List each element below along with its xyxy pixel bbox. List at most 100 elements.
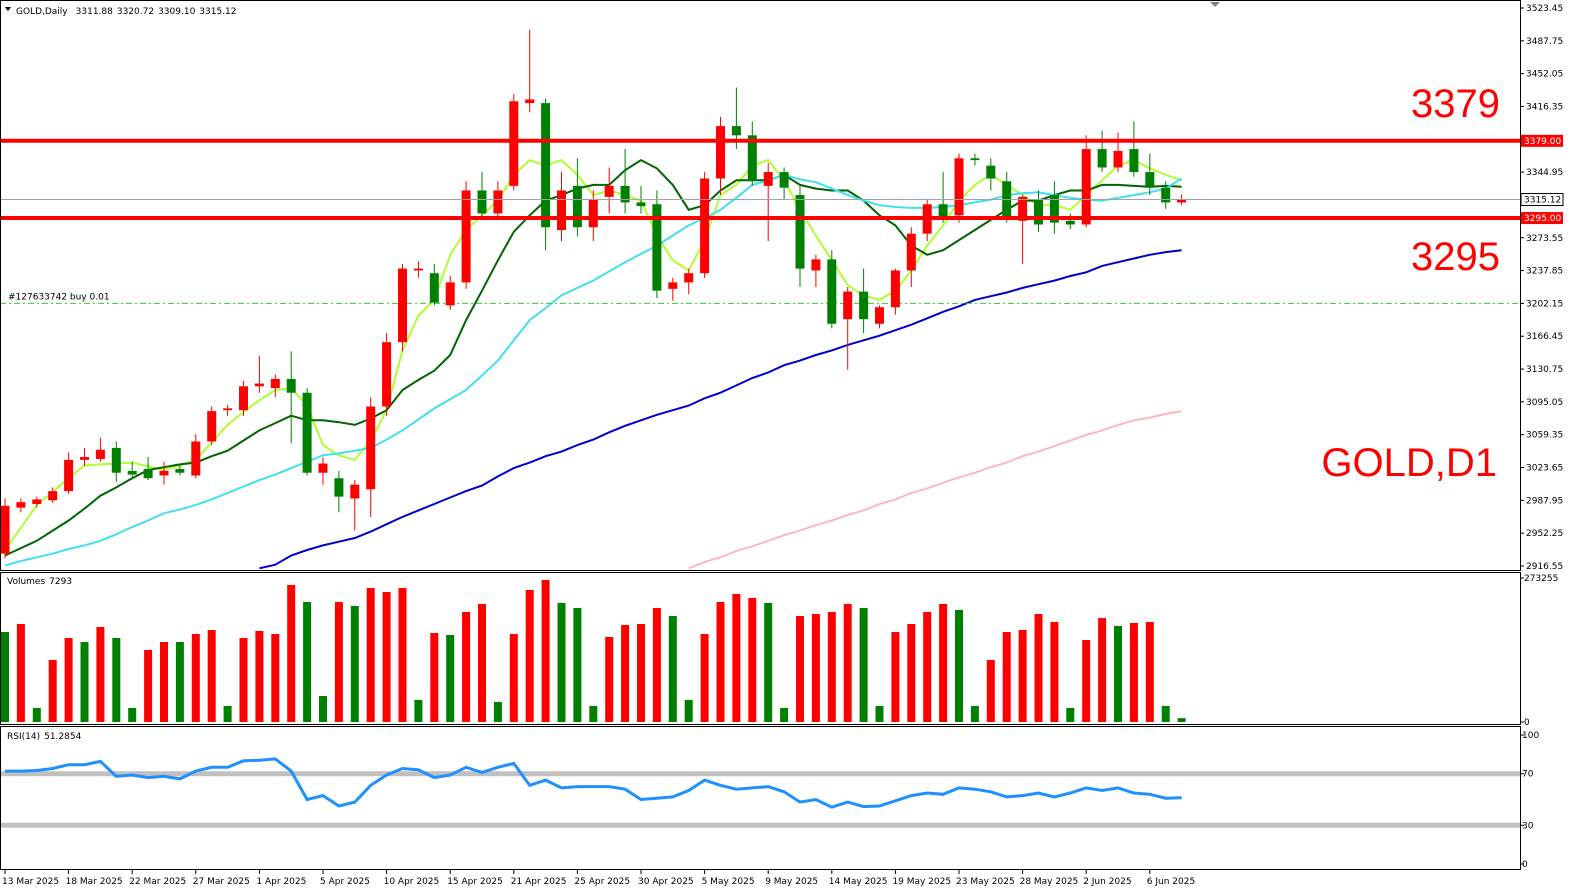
volume-bar — [462, 611, 471, 722]
x-tick-label: 2 Jun 2025 — [1083, 877, 1131, 887]
candle-body — [811, 259, 821, 271]
candle-body — [652, 204, 662, 291]
volume-bar — [811, 613, 820, 722]
candle-body — [668, 282, 678, 289]
candle-body — [1129, 149, 1139, 173]
shift-marker — [1210, 2, 1220, 7]
x-tick-label: 21 Apr 2025 — [511, 877, 567, 887]
volume-bar — [128, 707, 137, 722]
volume-bar — [796, 615, 804, 722]
candle-body — [445, 282, 455, 306]
candle-body — [1113, 150, 1123, 168]
candle-body — [1049, 195, 1059, 223]
y-tick-label: 2916.55 — [1526, 562, 1563, 572]
volume-bar — [1050, 621, 1059, 722]
volume-bar — [382, 591, 391, 722]
order-label: #127633742 buy 0.01 — [8, 292, 110, 302]
candle-body — [795, 195, 805, 269]
volume-bar — [478, 603, 486, 722]
candle-body — [572, 185, 582, 228]
x-tick-label: 25 Apr 2025 — [574, 877, 630, 887]
y-tick-label: 2987.95 — [1526, 496, 1563, 506]
y-tick-label: 3273.55 — [1526, 234, 1563, 244]
x-tick-label: 10 Apr 2025 — [384, 877, 440, 887]
candle-body — [413, 268, 423, 271]
x-tick-label: 28 May 2025 — [1020, 877, 1079, 887]
volume-bar — [1066, 707, 1075, 722]
volume-bar — [1145, 621, 1154, 722]
volume-bar — [96, 626, 105, 722]
volume-bar — [175, 642, 184, 722]
volume-bar — [764, 602, 773, 722]
candle-body — [398, 268, 407, 343]
volume-bar — [541, 579, 550, 722]
volume-bar — [1018, 629, 1027, 722]
candle-body — [175, 469, 185, 473]
x-tick-label: 23 May 2025 — [956, 877, 1015, 887]
bid-label: 3315.12 — [1524, 196, 1561, 206]
candle-body — [254, 383, 264, 387]
x-tick-label: 27 Mar 2025 — [193, 877, 250, 887]
volume-bar — [1098, 617, 1107, 722]
candle-body — [684, 273, 694, 283]
volume-bar — [207, 629, 216, 722]
candle-body — [509, 101, 519, 186]
volume-bar — [64, 637, 73, 722]
y-tick-label: 273255 — [1524, 574, 1558, 584]
candle-body — [80, 457, 89, 460]
close: 3315.12 — [199, 7, 236, 17]
volume-bar — [986, 659, 995, 722]
volume-bar — [573, 607, 582, 722]
rsi-name: RSI(14) — [7, 732, 40, 742]
volume-bar — [398, 587, 407, 722]
candle-body — [159, 470, 169, 476]
volume-bar — [303, 601, 312, 722]
rsi-plot — [1, 757, 1520, 828]
x-tick-label: 22 Mar 2025 — [129, 877, 186, 887]
volume-bar — [827, 611, 836, 722]
y-tick-label: 2952.25 — [1526, 529, 1563, 539]
candle-body — [461, 190, 471, 283]
volume-bar — [684, 699, 693, 722]
moving-average — [259, 249, 1182, 570]
y-tick-label: 3344.95 — [1526, 168, 1563, 178]
candle-body — [191, 441, 201, 476]
y-tick-label: 0 — [1524, 718, 1530, 728]
candle-body — [207, 411, 217, 442]
candle-body — [1018, 196, 1028, 221]
x-tick-label: 9 May 2025 — [765, 877, 818, 887]
volume-bar — [1082, 640, 1091, 722]
candle-body — [493, 190, 503, 214]
rsi-current: 51.2854 — [44, 732, 81, 742]
y-tick-label: 3416.35 — [1526, 102, 1563, 112]
candle-body — [716, 126, 725, 179]
rsi-pane — [0, 726, 1521, 870]
moving-average — [4, 173, 1183, 567]
volume-bar — [859, 607, 868, 722]
candle-body — [700, 178, 710, 274]
volume-bar — [414, 699, 423, 722]
y-tick-label: 3095.05 — [1526, 398, 1563, 408]
candle-body — [350, 484, 360, 499]
volume-bar — [1129, 622, 1138, 722]
candle-body — [302, 392, 312, 473]
y-tick-label: 0 — [1522, 860, 1528, 870]
candle-body — [111, 447, 121, 473]
volume-bar — [366, 587, 375, 722]
volume-bar — [557, 602, 566, 722]
candle-body — [731, 126, 741, 136]
candle-body — [954, 158, 964, 216]
y-tick-label: 3523.45 — [1526, 4, 1563, 14]
volume-bar — [350, 605, 359, 722]
volume-bar — [287, 584, 296, 722]
candle-body — [143, 469, 153, 479]
y-tick-label: 3237.85 — [1526, 267, 1563, 277]
candle-body — [970, 158, 980, 161]
candle-body — [1097, 149, 1107, 168]
candle-body — [32, 499, 42, 504]
candle-body — [525, 99, 535, 104]
rsi-line — [5, 757, 1182, 809]
volume-bar — [891, 631, 900, 722]
